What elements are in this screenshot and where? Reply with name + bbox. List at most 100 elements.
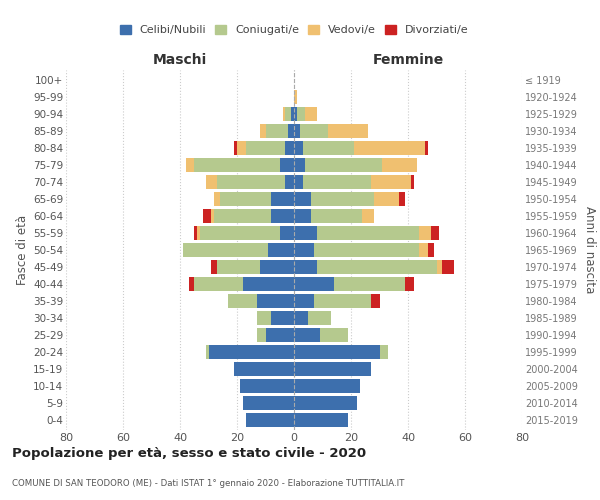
Bar xyxy=(206,176,217,189)
Bar xyxy=(214,192,220,206)
Bar xyxy=(200,226,280,240)
Bar xyxy=(260,260,294,274)
Bar xyxy=(334,277,405,291)
Bar xyxy=(400,192,405,206)
Bar xyxy=(217,176,286,189)
Bar xyxy=(234,142,237,155)
Bar xyxy=(220,192,271,206)
Bar xyxy=(320,328,348,342)
Bar xyxy=(265,328,294,342)
Bar xyxy=(382,158,416,172)
Bar xyxy=(294,413,348,426)
Bar xyxy=(188,277,194,291)
Bar xyxy=(183,243,268,257)
Bar xyxy=(442,260,454,274)
Bar xyxy=(242,277,294,291)
Text: Popolazione per età, sesso e stato civile - 2020: Popolazione per età, sesso e stato civil… xyxy=(12,448,366,460)
Bar xyxy=(374,192,400,206)
Bar xyxy=(294,142,302,155)
Bar xyxy=(362,209,374,223)
Bar xyxy=(260,124,265,138)
Bar xyxy=(302,142,354,155)
Bar xyxy=(411,176,414,189)
Bar xyxy=(294,192,311,206)
Bar xyxy=(257,311,271,324)
Y-axis label: Anni di nascita: Anni di nascita xyxy=(583,206,596,294)
Bar xyxy=(294,209,311,223)
Bar xyxy=(280,226,294,240)
Bar xyxy=(268,243,294,257)
Bar xyxy=(294,176,302,189)
Bar xyxy=(305,158,382,172)
Bar xyxy=(371,294,380,308)
Bar xyxy=(203,209,211,223)
Bar xyxy=(245,413,294,426)
Bar xyxy=(237,142,245,155)
Bar xyxy=(300,124,328,138)
Bar xyxy=(294,311,308,324)
Bar xyxy=(308,311,331,324)
Bar xyxy=(431,226,439,240)
Bar xyxy=(265,124,289,138)
Bar xyxy=(294,294,314,308)
Bar xyxy=(271,311,294,324)
Bar xyxy=(211,209,214,223)
Bar xyxy=(289,124,294,138)
Bar xyxy=(294,226,317,240)
Bar xyxy=(314,294,371,308)
Bar xyxy=(294,90,297,104)
Bar xyxy=(297,108,305,121)
Bar xyxy=(280,158,294,172)
Bar xyxy=(305,108,317,121)
Bar xyxy=(371,176,411,189)
Bar xyxy=(302,176,371,189)
Bar xyxy=(286,142,294,155)
Bar xyxy=(425,142,428,155)
Bar xyxy=(194,226,197,240)
Bar xyxy=(291,108,294,121)
Bar xyxy=(294,158,305,172)
Bar xyxy=(271,192,294,206)
Bar xyxy=(437,260,442,274)
Bar xyxy=(286,108,291,121)
Legend: Celibi/Nubili, Coniugati/e, Vedovi/e, Divorziati/e: Celibi/Nubili, Coniugati/e, Vedovi/e, Di… xyxy=(119,25,469,35)
Bar xyxy=(257,328,265,342)
Bar xyxy=(294,328,320,342)
Bar xyxy=(234,362,294,376)
Bar xyxy=(206,345,209,358)
Bar xyxy=(240,379,294,392)
Text: COMUNE DI SAN TEODORO (ME) - Dati ISTAT 1° gennaio 2020 - Elaborazione TUTTITALI: COMUNE DI SAN TEODORO (ME) - Dati ISTAT … xyxy=(12,479,404,488)
Bar xyxy=(194,158,280,172)
Bar xyxy=(419,243,428,257)
Bar xyxy=(314,243,419,257)
Bar xyxy=(311,192,374,206)
Bar xyxy=(294,379,359,392)
Bar xyxy=(428,243,434,257)
Bar xyxy=(380,345,388,358)
Y-axis label: Fasce di età: Fasce di età xyxy=(16,215,29,285)
Bar xyxy=(294,124,300,138)
Bar xyxy=(271,209,294,223)
Bar xyxy=(294,243,314,257)
Bar xyxy=(197,226,200,240)
Bar xyxy=(294,277,334,291)
Bar xyxy=(286,176,294,189)
Bar xyxy=(214,209,271,223)
Bar xyxy=(328,124,368,138)
Bar xyxy=(245,142,286,155)
Bar xyxy=(194,277,242,291)
Bar xyxy=(294,260,317,274)
Bar xyxy=(209,345,294,358)
Bar xyxy=(294,345,380,358)
Bar xyxy=(354,142,425,155)
Bar xyxy=(257,294,294,308)
Bar xyxy=(317,226,419,240)
Bar xyxy=(229,294,257,308)
Bar xyxy=(283,108,286,121)
Bar xyxy=(186,158,194,172)
Bar xyxy=(294,396,356,409)
Bar xyxy=(242,396,294,409)
Bar xyxy=(419,226,431,240)
Bar xyxy=(217,260,260,274)
Text: Femmine: Femmine xyxy=(373,52,443,66)
